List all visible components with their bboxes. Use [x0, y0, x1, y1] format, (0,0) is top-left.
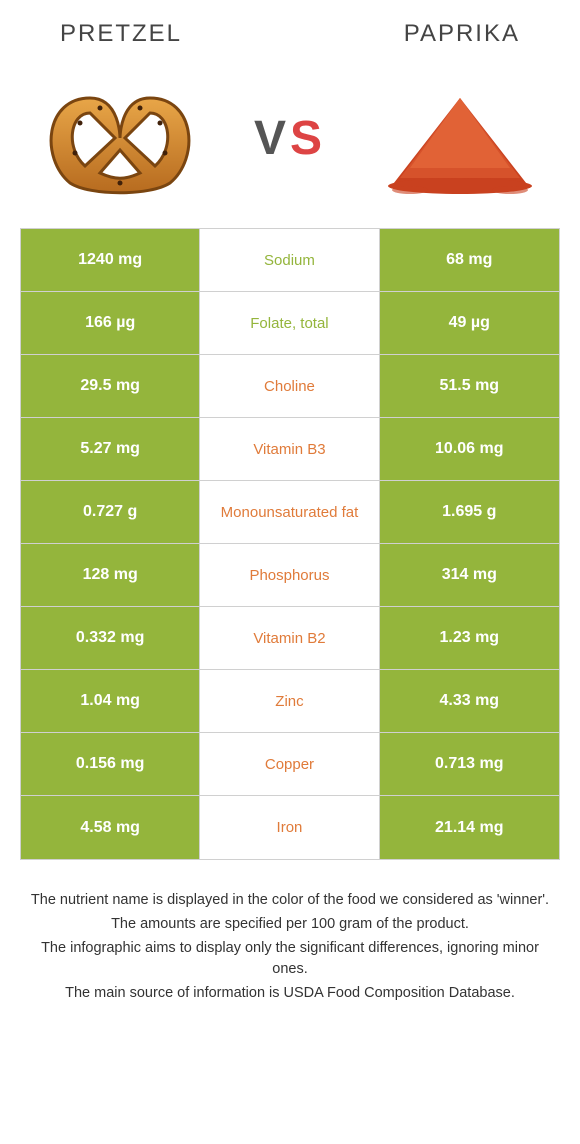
value-left: 128 mg	[21, 544, 200, 606]
value-right: 10.06 mg	[380, 418, 559, 480]
value-left: 1.04 mg	[21, 670, 200, 732]
table-row: 0.332 mgVitamin B21.23 mg	[21, 607, 559, 670]
value-right: 0.713 mg	[380, 733, 559, 795]
nutrient-label: Sodium	[200, 229, 379, 291]
table-row: 4.58 mgIron21.14 mg	[21, 796, 559, 859]
value-right: 4.33 mg	[380, 670, 559, 732]
nutrient-label: Phosphorus	[200, 544, 379, 606]
header-right-title: Paprika	[404, 20, 520, 48]
footer-line-3: The infographic aims to display only the…	[30, 938, 550, 982]
nutrient-label: Zinc	[200, 670, 379, 732]
value-right: 314 mg	[380, 544, 559, 606]
header-left-title: Pretzel	[60, 20, 182, 48]
nutrient-label: Vitamin B3	[200, 418, 379, 480]
nutrient-table: 1240 mgSodium68 mg166 µgFolate, total49 …	[20, 228, 560, 860]
table-row: 128 mgPhosphorus314 mg	[21, 544, 559, 607]
nutrient-label: Folate, total	[200, 292, 379, 354]
footer-line-1: The nutrient name is displayed in the co…	[30, 890, 550, 912]
paprika-image	[370, 68, 550, 208]
footer: The nutrient name is displayed in the co…	[0, 860, 580, 1005]
value-left: 0.156 mg	[21, 733, 200, 795]
value-right: 21.14 mg	[380, 796, 559, 859]
value-right: 68 mg	[380, 229, 559, 291]
table-row: 0.156 mgCopper0.713 mg	[21, 733, 559, 796]
nutrient-label: Vitamin B2	[200, 607, 379, 669]
table-row: 1.04 mgZinc4.33 mg	[21, 670, 559, 733]
value-left: 29.5 mg	[21, 355, 200, 417]
value-right: 51.5 mg	[380, 355, 559, 417]
value-right: 1.23 mg	[380, 607, 559, 669]
images-row: VS	[0, 58, 580, 228]
footer-line-4: The main source of information is USDA F…	[30, 983, 550, 1005]
nutrient-label: Copper	[200, 733, 379, 795]
table-row: 0.727 gMonounsaturated fat1.695 g	[21, 481, 559, 544]
vs-label: VS	[254, 111, 326, 166]
value-right: 1.695 g	[380, 481, 559, 543]
nutrient-label: Iron	[200, 796, 379, 859]
value-left: 0.332 mg	[21, 607, 200, 669]
vs-s: S	[290, 112, 326, 165]
table-row: 29.5 mgCholine51.5 mg	[21, 355, 559, 418]
header: Pretzel Paprika	[0, 0, 580, 58]
pretzel-image	[30, 68, 210, 208]
value-left: 166 µg	[21, 292, 200, 354]
table-row: 1240 mgSodium68 mg	[21, 229, 559, 292]
table-row: 166 µgFolate, total49 µg	[21, 292, 559, 355]
vs-v: V	[254, 112, 290, 165]
value-left: 1240 mg	[21, 229, 200, 291]
value-left: 5.27 mg	[21, 418, 200, 480]
table-row: 5.27 mgVitamin B310.06 mg	[21, 418, 559, 481]
value-left: 4.58 mg	[21, 796, 200, 859]
footer-line-2: The amounts are specified per 100 gram o…	[30, 914, 550, 936]
nutrient-label: Monounsaturated fat	[200, 481, 379, 543]
value-left: 0.727 g	[21, 481, 200, 543]
nutrient-label: Choline	[200, 355, 379, 417]
value-right: 49 µg	[380, 292, 559, 354]
